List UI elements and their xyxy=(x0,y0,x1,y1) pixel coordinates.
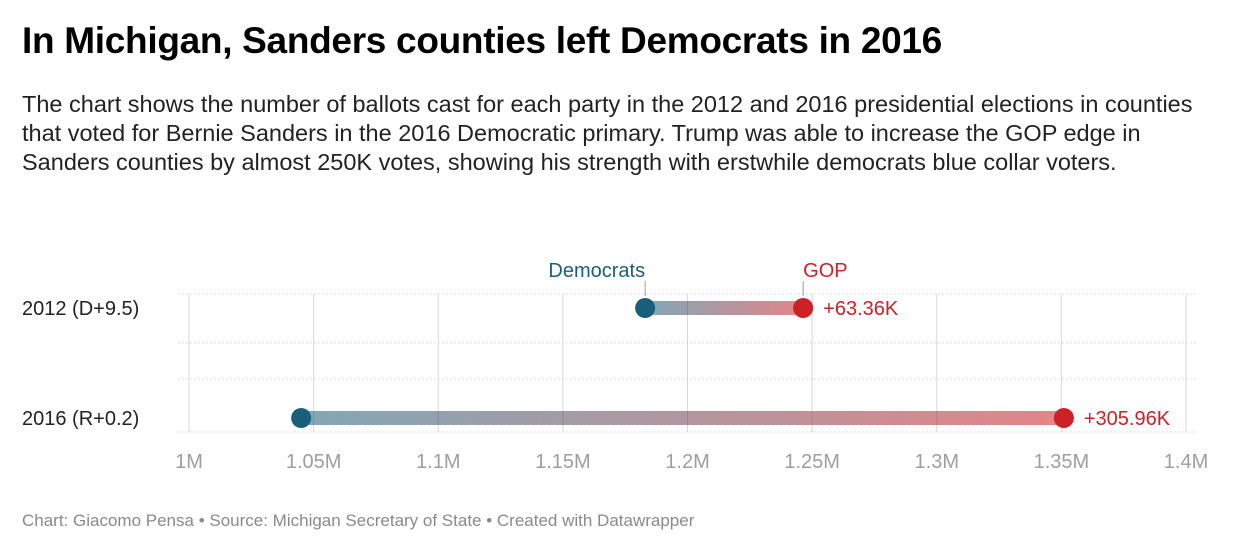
x-tick-label: 1.15M xyxy=(535,451,591,473)
chart-title: In Michigan, Sanders counties left Democ… xyxy=(22,20,942,61)
gop-dot xyxy=(1053,408,1074,428)
diff-label: +305.96K xyxy=(1084,408,1171,430)
x-tick-label: 1.3M xyxy=(915,451,959,473)
grid-layer xyxy=(178,293,1196,433)
rows-layer: 2012 (D+9.5) +63.36K 2016 (R+0.2) +305.96K xyxy=(22,298,1171,430)
legend-layer: Democrats GOP xyxy=(548,260,848,296)
democrats-dot xyxy=(291,408,312,428)
range-bar xyxy=(301,411,1064,425)
x-axis-ticks: 1M 1.05M 1.1M 1.15M 1.2M 1.25M 1.3M 1.35M 1.4M xyxy=(175,451,1208,473)
diff-label: +63.36K xyxy=(823,298,899,320)
x-tick-label: 1.1M xyxy=(416,451,460,473)
row-label: 2016 (R+0.2) xyxy=(22,408,139,430)
x-tick-label: 1M xyxy=(175,451,203,473)
democrats-dot xyxy=(635,298,656,318)
legend-democrats: Democrats xyxy=(548,260,645,282)
chart-description: The chart shows the number of ballots ca… xyxy=(22,91,1193,175)
x-tick-label: 1.2M xyxy=(665,451,709,473)
x-tick-label: 1.25M xyxy=(784,451,840,473)
row-label: 2012 (D+9.5) xyxy=(22,298,139,320)
chart-footer: Chart: Giacomo Pensa • Source: Michigan … xyxy=(22,511,695,530)
x-tick-label: 1.35M xyxy=(1034,451,1090,473)
range-bar xyxy=(645,301,804,315)
x-tick-label: 1.05M xyxy=(286,451,342,473)
x-tick-label: 1.4M xyxy=(1164,451,1208,473)
gop-dot xyxy=(793,298,814,318)
legend-gop: GOP xyxy=(803,260,847,282)
